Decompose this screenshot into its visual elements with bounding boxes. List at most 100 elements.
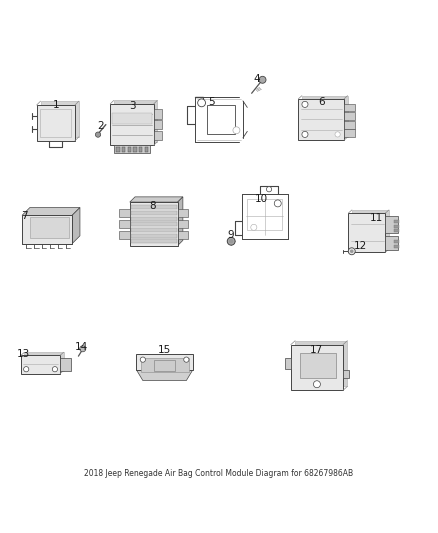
Bar: [154, 131, 162, 140]
Bar: [154, 120, 162, 130]
Circle shape: [314, 381, 321, 387]
Bar: [178, 220, 188, 228]
Bar: [119, 209, 130, 217]
Bar: [178, 209, 188, 217]
Bar: [40, 109, 71, 137]
Text: 11: 11: [370, 213, 383, 223]
Text: 12: 12: [354, 240, 367, 251]
Bar: [37, 105, 75, 141]
Circle shape: [227, 237, 235, 245]
Bar: [298, 99, 344, 140]
Text: 8: 8: [149, 200, 156, 211]
Bar: [131, 217, 177, 221]
Circle shape: [350, 250, 353, 253]
Bar: [131, 239, 177, 243]
Bar: [131, 205, 177, 209]
Bar: [344, 130, 355, 137]
Bar: [302, 96, 348, 137]
Circle shape: [198, 99, 205, 107]
Text: 15: 15: [158, 345, 171, 355]
Circle shape: [274, 200, 281, 207]
Polygon shape: [136, 370, 193, 381]
Bar: [394, 224, 399, 228]
Bar: [113, 112, 152, 124]
Bar: [133, 147, 137, 152]
Circle shape: [259, 76, 266, 83]
Bar: [291, 345, 343, 390]
Text: 5: 5: [208, 97, 215, 107]
Bar: [114, 146, 150, 153]
Bar: [385, 237, 398, 251]
Text: 1: 1: [53, 100, 59, 110]
Bar: [295, 341, 347, 386]
Circle shape: [233, 127, 240, 134]
Bar: [285, 358, 291, 368]
Circle shape: [302, 131, 308, 138]
Bar: [119, 231, 130, 239]
Bar: [21, 356, 60, 374]
Bar: [25, 352, 64, 370]
Bar: [344, 112, 355, 120]
Circle shape: [52, 367, 57, 372]
Bar: [349, 213, 385, 252]
Text: 10: 10: [254, 195, 268, 205]
Circle shape: [230, 239, 233, 243]
Circle shape: [302, 101, 308, 108]
Bar: [394, 245, 399, 248]
Bar: [119, 220, 130, 228]
Bar: [344, 121, 355, 128]
Text: 3: 3: [130, 101, 136, 111]
Bar: [352, 210, 389, 249]
Bar: [110, 104, 154, 146]
Bar: [145, 147, 148, 152]
Circle shape: [80, 346, 86, 352]
Text: 2: 2: [97, 122, 104, 131]
Text: 14: 14: [75, 342, 88, 352]
Circle shape: [266, 187, 272, 192]
Text: 6: 6: [318, 97, 325, 107]
Circle shape: [184, 357, 189, 362]
Text: 7: 7: [21, 211, 27, 221]
Bar: [114, 100, 157, 142]
Bar: [344, 103, 355, 111]
Text: 9: 9: [228, 230, 234, 240]
Bar: [247, 199, 283, 230]
Bar: [122, 147, 125, 152]
Bar: [131, 228, 177, 232]
Bar: [116, 147, 120, 152]
Text: 17: 17: [310, 345, 324, 355]
Polygon shape: [136, 354, 193, 370]
Bar: [394, 240, 399, 243]
Bar: [207, 105, 235, 134]
Polygon shape: [22, 207, 80, 215]
Bar: [385, 216, 398, 233]
Polygon shape: [141, 358, 188, 372]
Bar: [394, 229, 399, 232]
Bar: [60, 358, 71, 371]
Bar: [22, 215, 72, 244]
Bar: [41, 101, 79, 137]
Bar: [154, 360, 176, 371]
Bar: [131, 211, 177, 215]
Bar: [130, 202, 178, 246]
Bar: [131, 222, 177, 226]
Bar: [178, 231, 188, 239]
Text: 2018 Jeep Renegade Air Bag Control Module Diagram for 68267986AB: 2018 Jeep Renegade Air Bag Control Modul…: [85, 469, 353, 478]
Bar: [343, 370, 349, 378]
Circle shape: [95, 132, 101, 137]
Polygon shape: [130, 197, 183, 202]
Circle shape: [251, 224, 257, 230]
Polygon shape: [72, 207, 80, 244]
Bar: [394, 220, 399, 223]
Polygon shape: [178, 197, 183, 246]
Circle shape: [335, 132, 340, 137]
Circle shape: [348, 248, 355, 255]
Text: 13: 13: [17, 349, 30, 359]
Circle shape: [24, 367, 29, 372]
Bar: [30, 217, 69, 238]
Bar: [300, 353, 336, 378]
Bar: [127, 147, 131, 152]
Bar: [139, 147, 142, 152]
Bar: [154, 109, 162, 118]
Circle shape: [140, 357, 145, 362]
